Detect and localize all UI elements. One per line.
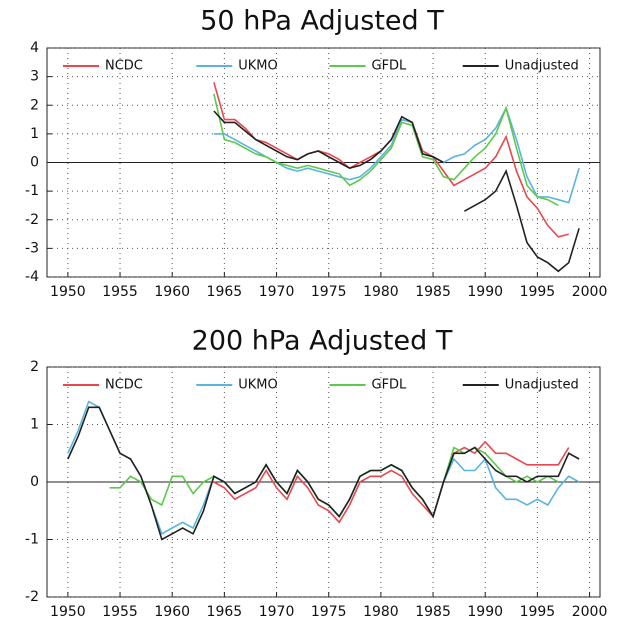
x-tick-label: 1990 [467,604,503,620]
legend-label: NCDC [105,59,143,74]
y-tick-label: -4 [25,269,39,285]
y-tick-label: 1 [30,126,39,142]
y-tick-label: -1 [25,183,39,199]
y-tick-label: 0 [30,474,39,490]
x-tick-label: 1955 [102,284,138,300]
x-tick-label: 1950 [50,284,86,300]
y-tick-label: 1 [30,417,39,433]
x-tick-label: 1985 [415,284,451,300]
legend-label: Unadjusted [505,59,579,74]
x-tick-label: 1980 [363,284,399,300]
x-tick-label: 1960 [154,284,190,300]
series-line [67,400,580,535]
x-tick-label: 1995 [520,604,556,620]
series-line [67,406,580,541]
x-tick-label: 1970 [259,604,295,620]
series-line [213,93,559,207]
chart-title: 200 hPa Adjusted T [192,326,453,357]
legend-label: GFDL [372,378,408,393]
y-tick-label: 3 [30,69,39,85]
x-tick-label: 1980 [363,604,399,620]
x-tick-label: 1975 [311,604,347,620]
x-tick-label: 1985 [415,604,451,620]
legend-label: NCDC [105,378,143,393]
x-tick-label: 1970 [259,284,295,300]
y-tick-label: 2 [30,97,39,113]
y-tick-label: -1 [25,532,39,548]
x-tick-label: 1960 [154,604,190,620]
series-line [213,440,570,524]
x-tick-label: 1990 [467,284,503,300]
y-tick-label: 4 [30,40,39,56]
x-tick-label: 2000 [572,284,608,300]
y-tick-label: -2 [25,212,39,228]
legend-label: UKMO [238,378,278,393]
x-tick-label: 1965 [207,604,243,620]
series-line [213,110,580,273]
legend-label: Unadjusted [505,378,579,393]
x-tick-label: 1955 [102,604,138,620]
x-tick-label: 1965 [207,284,243,300]
y-tick-label: 2 [30,359,39,375]
x-tick-label: 1995 [520,284,556,300]
chart-title: 50 hPa Adjusted T [200,6,444,37]
y-tick-label: -3 [25,240,39,256]
y-tick-label: -2 [25,589,39,605]
legend-label: GFDL [372,59,408,74]
legend-label: UKMO [238,59,278,74]
x-tick-label: 1975 [311,284,347,300]
x-tick-label: 1950 [50,604,86,620]
x-tick-label: 2000 [572,604,608,620]
y-tick-label: 0 [30,155,39,171]
